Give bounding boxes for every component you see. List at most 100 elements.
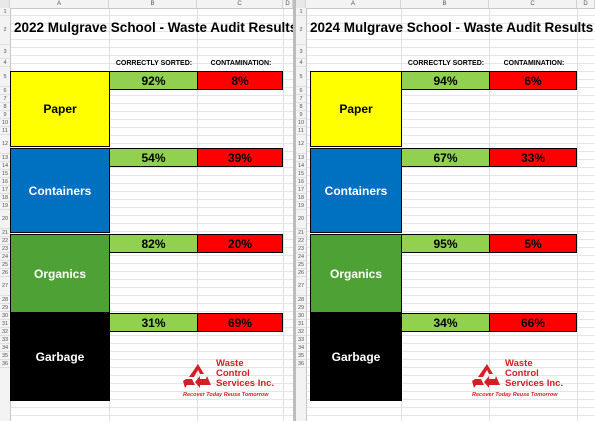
row-header[interactable]: 8	[296, 103, 306, 111]
row-header[interactable]: 14	[296, 163, 306, 170]
row-header[interactable]: 26	[0, 270, 10, 277]
column-header-d[interactable]: D	[577, 0, 595, 8]
row-header[interactable]: 3	[296, 45, 306, 59]
row-header[interactable]: 19	[296, 203, 306, 210]
row-header[interactable]: 34	[0, 345, 10, 352]
row-header[interactable]: 19	[0, 203, 10, 210]
row-header[interactable]: 36	[296, 361, 306, 368]
row-header[interactable]: 22	[0, 238, 10, 245]
row-header[interactable]: 29	[0, 305, 10, 312]
select-all-corner[interactable]	[0, 0, 10, 8]
row-header[interactable]: 21	[296, 230, 306, 237]
sorted-value-paper[interactable]: 92%	[109, 71, 198, 90]
category-paper[interactable]: Paper	[10, 71, 110, 147]
column-header-a[interactable]: A	[10, 0, 109, 8]
row-header[interactable]: 35	[296, 353, 306, 360]
row-header[interactable]: 5	[0, 67, 10, 87]
sorted-value-containers[interactable]: 67%	[401, 148, 490, 167]
contamination-value-garbage[interactable]: 66%	[489, 313, 577, 332]
row-header[interactable]: 17	[296, 187, 306, 194]
row-header[interactable]: 17	[0, 187, 10, 194]
contamination-value-organics[interactable]: 5%	[489, 234, 577, 253]
row-header[interactable]: 7	[0, 95, 10, 103]
category-garbage[interactable]: Garbage	[10, 313, 110, 401]
category-organics[interactable]: Organics	[10, 234, 110, 313]
row-header[interactable]: 20	[0, 210, 10, 229]
row-header[interactable]: 33	[296, 337, 306, 344]
row-header[interactable]: 21	[0, 230, 10, 237]
row-header[interactable]: 32	[0, 329, 10, 336]
row-header[interactable]: 14	[0, 163, 10, 170]
row-header[interactable]: 23	[0, 246, 10, 253]
contamination-value-containers[interactable]: 39%	[197, 148, 283, 167]
row-header[interactable]: 30	[0, 313, 10, 320]
category-containers[interactable]: Containers	[310, 148, 402, 233]
row-header[interactable]: 9	[296, 111, 306, 119]
category-garbage[interactable]: Garbage	[310, 313, 402, 401]
row-header[interactable]: 24	[296, 254, 306, 261]
sorted-value-organics[interactable]: 82%	[109, 234, 198, 253]
row-header[interactable]: 23	[296, 246, 306, 253]
row-header[interactable]: 13	[296, 155, 306, 162]
row-header[interactable]: 3	[0, 45, 10, 59]
row-header[interactable]: 36	[0, 361, 10, 368]
column-header-c[interactable]: C	[197, 0, 283, 8]
row-header[interactable]: 24	[0, 254, 10, 261]
select-all-corner[interactable]	[296, 0, 306, 8]
row-header[interactable]: 31	[0, 321, 10, 328]
row-header[interactable]: 1	[0, 8, 10, 16]
sorted-value-garbage[interactable]: 31%	[109, 313, 198, 332]
category-paper[interactable]: Paper	[310, 71, 402, 147]
row-header[interactable]: 33	[0, 337, 10, 344]
row-header[interactable]: 12	[296, 135, 306, 154]
row-header[interactable]: 25	[0, 262, 10, 269]
row-header[interactable]: 25	[296, 262, 306, 269]
row-header[interactable]: 16	[296, 179, 306, 186]
column-header-b[interactable]: B	[109, 0, 197, 8]
row-header[interactable]: 15	[296, 171, 306, 178]
row-header[interactable]: 16	[0, 179, 10, 186]
row-header[interactable]: 5	[296, 67, 306, 87]
contamination-value-containers[interactable]: 33%	[489, 148, 577, 167]
row-header[interactable]: 4	[0, 59, 10, 67]
category-containers[interactable]: Containers	[10, 148, 110, 233]
contamination-value-paper[interactable]: 8%	[197, 71, 283, 90]
row-header[interactable]: 15	[0, 171, 10, 178]
row-header[interactable]: 27	[296, 277, 306, 296]
row-header[interactable]: 29	[296, 305, 306, 312]
sorted-value-organics[interactable]: 95%	[401, 234, 490, 253]
row-header[interactable]: 18	[296, 195, 306, 202]
row-header[interactable]: 13	[0, 155, 10, 162]
row-header[interactable]: 10	[296, 120, 306, 127]
row-header[interactable]: 11	[0, 127, 10, 135]
column-header-c[interactable]: C	[489, 0, 577, 8]
row-header[interactable]: 20	[296, 210, 306, 229]
row-header[interactable]: 1	[296, 8, 306, 16]
sorted-value-containers[interactable]: 54%	[109, 148, 198, 167]
row-header[interactable]: 34	[296, 345, 306, 352]
row-header[interactable]: 6	[0, 87, 10, 95]
row-header[interactable]: 2	[296, 16, 306, 45]
row-header[interactable]: 27	[0, 277, 10, 296]
contamination-value-organics[interactable]: 20%	[197, 234, 283, 253]
row-header[interactable]: 2	[0, 16, 10, 45]
row-header[interactable]: 10	[0, 120, 10, 127]
row-header[interactable]: 22	[296, 238, 306, 245]
row-header[interactable]: 28	[296, 297, 306, 304]
row-header[interactable]: 32	[296, 329, 306, 336]
row-header[interactable]: 7	[296, 95, 306, 103]
row-header[interactable]: 28	[0, 297, 10, 304]
sorted-value-garbage[interactable]: 34%	[401, 313, 490, 332]
row-header[interactable]: 11	[296, 127, 306, 135]
row-header[interactable]: 26	[296, 270, 306, 277]
contamination-value-paper[interactable]: 6%	[489, 71, 577, 90]
column-header-a[interactable]: A	[306, 0, 401, 8]
row-header[interactable]: 6	[296, 87, 306, 95]
row-header[interactable]: 8	[0, 103, 10, 111]
row-header[interactable]: 9	[0, 111, 10, 119]
category-organics[interactable]: Organics	[310, 234, 402, 313]
row-header[interactable]: 31	[296, 321, 306, 328]
row-header[interactable]: 18	[0, 195, 10, 202]
column-header-b[interactable]: B	[401, 0, 489, 8]
row-header[interactable]: 30	[296, 313, 306, 320]
